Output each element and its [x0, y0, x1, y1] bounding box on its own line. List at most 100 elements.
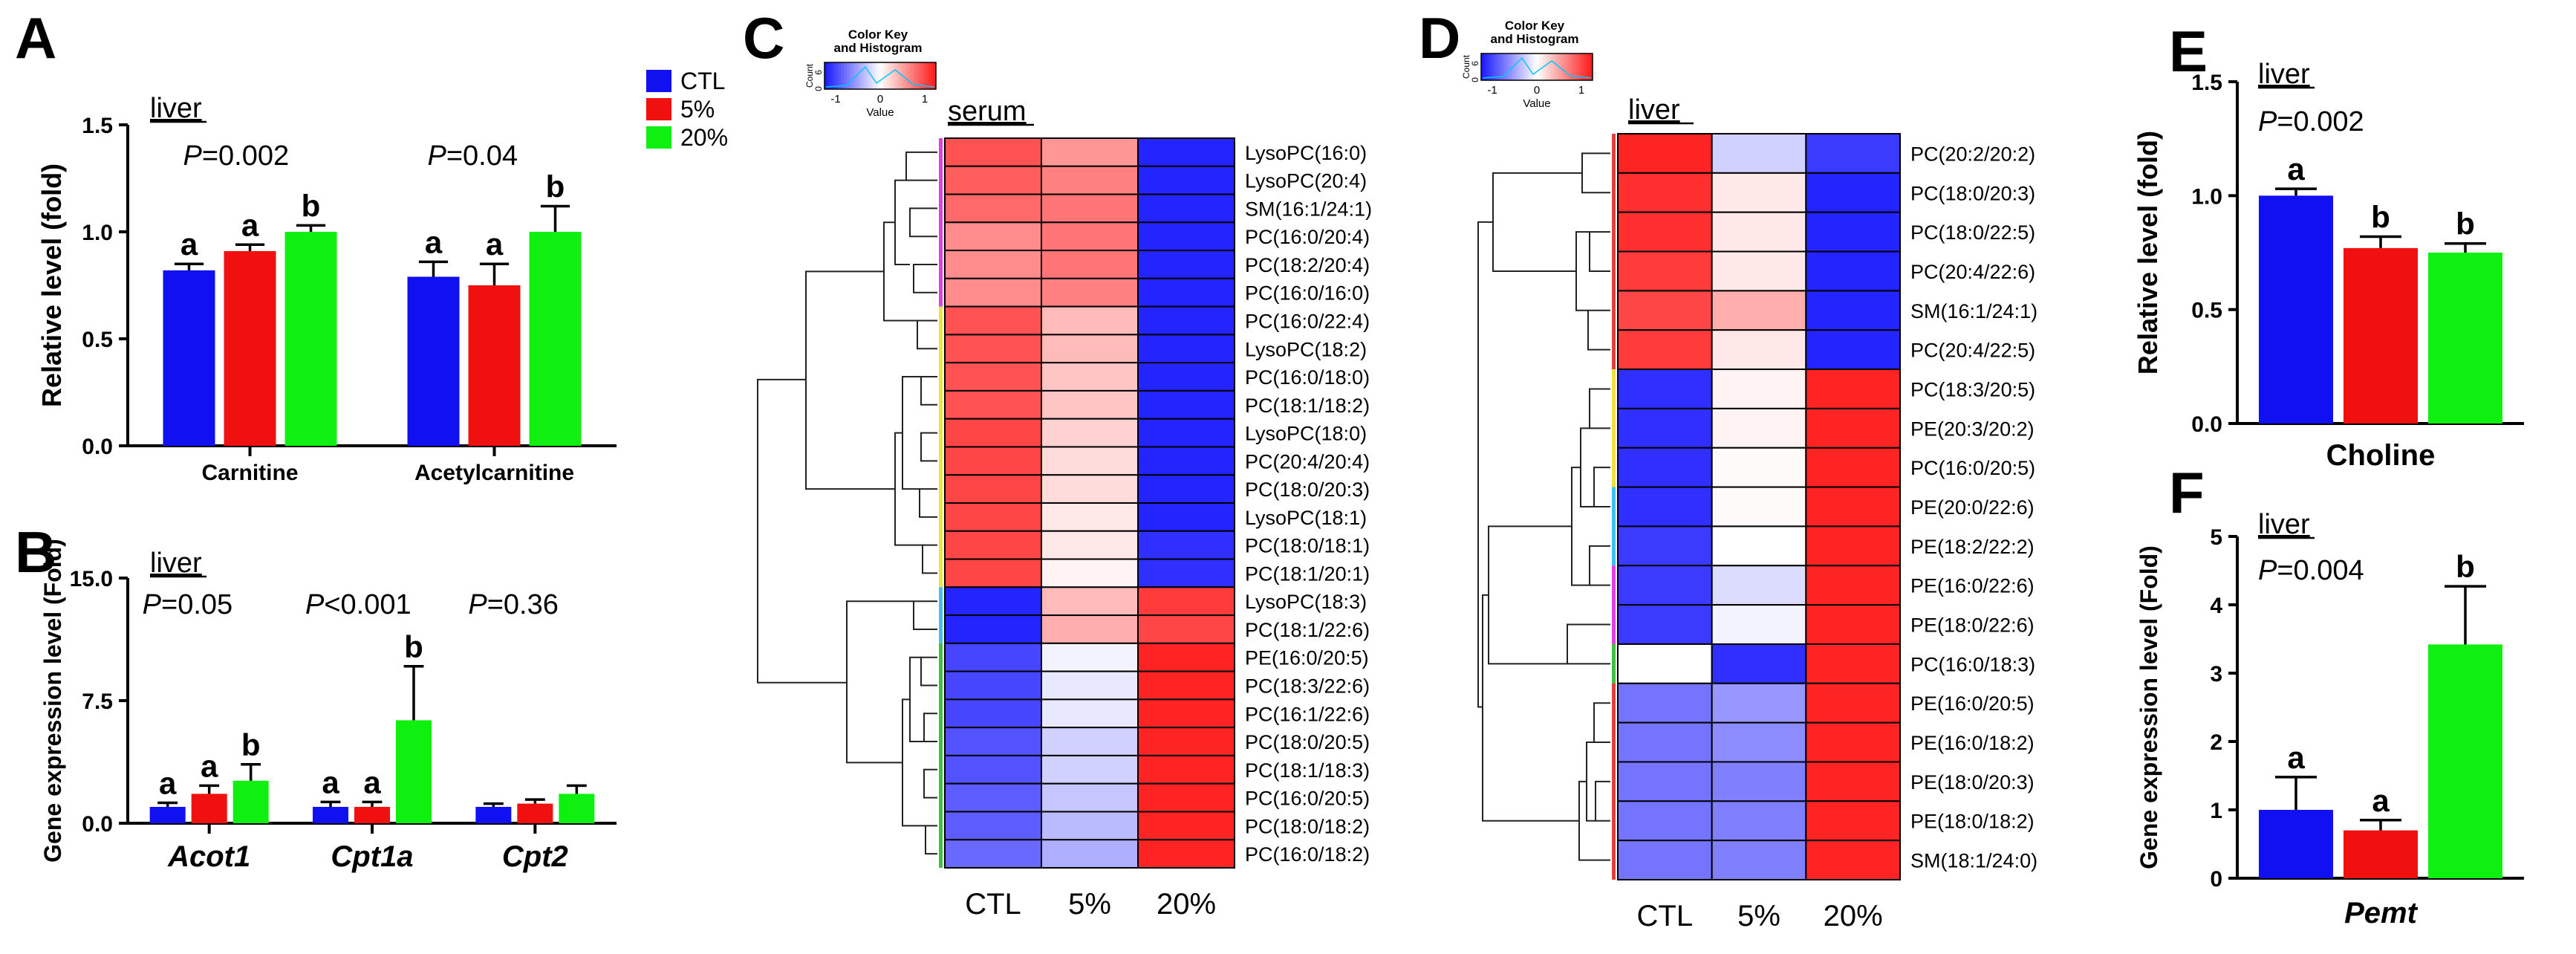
heatmap-cell [944, 389, 1042, 420]
category-label: Acetylcarnitine [414, 461, 574, 485]
heatmap-cell [1805, 761, 1901, 802]
heatmap-cell [944, 558, 1042, 588]
heatmap-cell [1137, 502, 1235, 532]
row-label: LysoPC(18:1) [1245, 507, 1367, 529]
color-key-gradient [1523, 53, 1526, 80]
dendrogram-branch [1492, 172, 1582, 272]
legend-swatch-ctl [646, 70, 671, 92]
y-tick-label: 0.0 [82, 812, 113, 837]
color-key-gradient [1567, 53, 1571, 80]
color-key-gradient [1528, 53, 1532, 80]
chart-e-choline: 0.0 0.5 1.0 1.5 Relative level (fold) liver Ch… [2133, 59, 2524, 472]
heatmap-cell [944, 334, 1042, 364]
color-key-gradient [891, 62, 895, 89]
heatmap-cell [1041, 727, 1139, 756]
legend-label-20pct: 20% [680, 124, 728, 151]
tissue-label: serum [948, 96, 1027, 127]
heatmap-cell [1137, 782, 1235, 813]
color-key-ylabel: Count [804, 63, 815, 88]
heatmap-cell [1137, 839, 1235, 869]
category-label: Carnitine [201, 461, 298, 485]
heatmap-cell [1711, 486, 1807, 528]
heatmap-cell [1805, 329, 1901, 371]
color-key-gradient [841, 62, 845, 89]
color-key-gradient [852, 62, 856, 89]
category-label: Cpt1a [331, 840, 413, 873]
color-key-gradient [1570, 53, 1574, 80]
heatmap-cell [1711, 250, 1807, 292]
significance-letter: a [2287, 740, 2305, 775]
row-label: PC(16:0/18:0) [1245, 366, 1370, 389]
color-key-gradient [1564, 53, 1568, 80]
color-key-gradient [1578, 53, 1582, 80]
significance-letter: b [302, 188, 321, 223]
cluster-strip [1612, 643, 1616, 684]
cluster-strip [1612, 369, 1616, 487]
color-key-gradient [866, 62, 870, 89]
heatmap-cell [1617, 525, 1713, 567]
p-value-label: P=0.002 [183, 140, 290, 172]
row-label: PC(16:0/22:4) [1245, 311, 1370, 333]
color-key-gradient [1548, 53, 1552, 80]
bar [224, 250, 276, 446]
p-value-label: P<0.001 [305, 589, 412, 620]
heatmap-cell [1711, 407, 1807, 449]
heatmap-cell [1041, 362, 1139, 392]
cluster-strip [1612, 487, 1616, 566]
y-axis-label: Gene expression level (Fold) [39, 539, 66, 863]
dendrogram-branch [922, 544, 937, 574]
color-key-gradient [1506, 53, 1509, 80]
color-key-gradient [1526, 53, 1529, 80]
color-key-gradient [830, 62, 833, 89]
color-key-gradient [1559, 53, 1563, 80]
heatmap-cell [1137, 614, 1235, 644]
heatmap-cell [1041, 586, 1139, 617]
color-key-gradient [1537, 53, 1541, 80]
category-label: Pemt [2344, 897, 2418, 929]
row-label: PE(16:0/22:6) [1910, 575, 2035, 597]
heatmap-cell [1805, 682, 1901, 724]
heatmap-cell [1617, 369, 1713, 409]
heatmap-cell [944, 165, 1042, 195]
heatmap-cell [1711, 172, 1807, 213]
color-key-gradient [905, 62, 908, 89]
dendrogram-branch [905, 151, 937, 181]
color-key-tick: 0 [877, 93, 883, 106]
color-key-border [824, 62, 937, 90]
color-key-gradient [1539, 53, 1543, 80]
legend-swatch-5pct [646, 98, 671, 120]
dendrogram-branch [1589, 545, 1610, 586]
heatmap-cell [1041, 698, 1139, 729]
heatmap-cell [1617, 721, 1713, 763]
panel-letter-c: C [743, 5, 784, 71]
p-value: =0.002 [2277, 106, 2364, 137]
color-key-gradient [1581, 53, 1585, 80]
row-label: PC(18:0/22:5) [1910, 221, 2035, 244]
heatmap-cell [1041, 277, 1139, 308]
color-key-gradient [1584, 53, 1587, 80]
dendrogram-branch [1580, 427, 1594, 507]
color-key-gradient [863, 62, 867, 89]
color-key-gradient [1575, 53, 1579, 80]
bar [517, 803, 553, 823]
heatmap-cell [1137, 670, 1235, 701]
row-label: PC(20:4/22:6) [1910, 261, 2035, 283]
row-label: PC(18:3/22:6) [1245, 675, 1370, 698]
bar [284, 232, 337, 446]
heatmap-cell [944, 137, 1042, 167]
color-key-gradient [1556, 53, 1560, 80]
heatmap-cell [1805, 133, 1901, 174]
color-key-gradient [914, 62, 917, 89]
legend-swatch-20pct [646, 126, 671, 149]
color-key-gradient [1515, 53, 1518, 80]
legend-label-ctl: CTL [680, 68, 725, 94]
heatmap-cell [1617, 604, 1713, 645]
heatmap-cell [1041, 418, 1139, 448]
heatmap-cell [1617, 133, 1713, 174]
color-key-gradient [911, 62, 914, 89]
color-key-gradient [897, 62, 900, 89]
color-key-gradient [922, 62, 926, 89]
color-key-gradient [824, 62, 828, 89]
color-key-gradient [1492, 53, 1496, 80]
heatmap-cell [1041, 137, 1139, 167]
